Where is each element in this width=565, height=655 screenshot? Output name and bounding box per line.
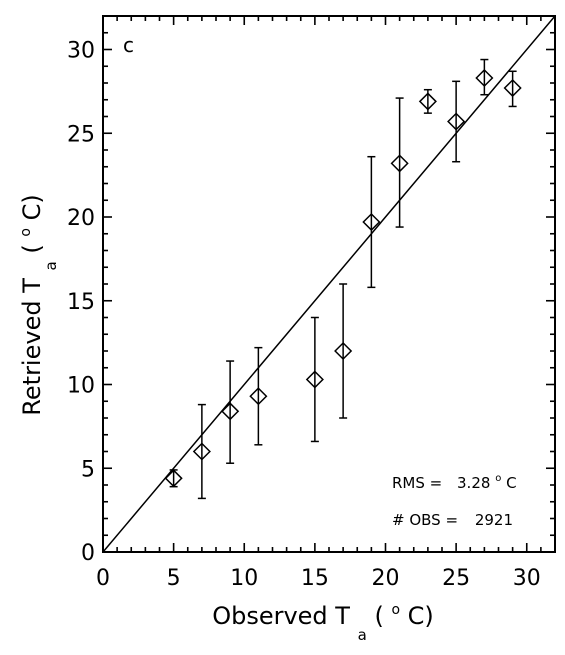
x-tick-label: 5: [167, 566, 181, 591]
data-point: [503, 70, 522, 108]
x-axis-unit-open: (: [374, 602, 383, 630]
data-point: [249, 346, 268, 446]
x-tick-label: 10: [230, 566, 258, 591]
data-point: [164, 469, 183, 488]
rms-annotation: RMS = 3.28 o C: [392, 467, 517, 492]
diamond-marker: [503, 78, 522, 98]
y-axis-label-subscript: a: [42, 261, 60, 270]
x-tick-label: 15: [301, 566, 329, 591]
y-axis-label: Retrieved T: [18, 278, 46, 416]
diamond-marker: [418, 92, 437, 111]
data-point: [362, 155, 381, 289]
diamond-marker: [221, 402, 240, 421]
y-tick-label: 15: [67, 290, 95, 315]
x-axis-label-subscript: a: [358, 626, 367, 644]
y-axis-unit-open: (: [18, 244, 46, 253]
diamond-marker: [164, 469, 183, 488]
diamond-marker: [305, 370, 324, 389]
y-tick-label: 25: [67, 122, 95, 147]
axis-tick-labels: 0 5 10 15 20 25 30 0 5 10 15 20 25 30: [67, 39, 541, 592]
y-axis-unit-degree: o: [18, 228, 34, 237]
rms-label: RMS =: [392, 474, 442, 492]
diamond-marker: [390, 154, 409, 173]
panel-label: c: [123, 33, 134, 57]
diamond-marker: [475, 68, 494, 88]
y-axis-unit-close: C): [18, 194, 46, 220]
y-tick-label: 20: [67, 206, 95, 231]
y-tick-label: 30: [67, 39, 95, 64]
y-tick-label: 5: [81, 457, 95, 482]
x-tick-label: 0: [96, 566, 110, 591]
y-tick-label: 0: [81, 541, 95, 566]
x-tick-label: 30: [513, 566, 541, 591]
x-axis-title: Observed T a ( o C): [212, 592, 434, 646]
data-point: [305, 316, 324, 443]
obs-annotation: # OBS = 2921: [392, 511, 513, 529]
data-points: [164, 58, 522, 500]
diamond-marker: [334, 341, 353, 361]
plot-frame: [102, 15, 556, 553]
x-axis-label: Observed T: [212, 602, 350, 630]
x-tick-label: 20: [372, 566, 400, 591]
data-point: [221, 360, 240, 464]
obs-label: # OBS =: [392, 511, 458, 529]
data-point: [192, 403, 211, 500]
one-to-one-line: [102, 15, 556, 553]
obs-value: 2921: [475, 511, 513, 529]
data-point: [418, 88, 437, 114]
diamond-marker: [362, 212, 381, 232]
x-tick-label: 25: [442, 566, 470, 591]
rms-unit: C: [506, 474, 516, 492]
data-point: [475, 58, 494, 96]
data-point: [447, 80, 466, 163]
data-point: [390, 97, 409, 228]
diamond-marker: [192, 442, 211, 461]
y-tick-label: 10: [67, 374, 95, 399]
data-point: [334, 283, 353, 419]
y-axis-title: Retrieved T a ( o C): [8, 194, 62, 415]
x-axis-unit-degree: o: [391, 602, 400, 618]
diamond-marker: [447, 112, 466, 131]
rms-unit-degree: o: [495, 473, 501, 484]
rms-value: 3.28: [457, 474, 495, 492]
diamond-marker: [249, 387, 268, 406]
x-axis-unit-close: C): [408, 602, 434, 630]
